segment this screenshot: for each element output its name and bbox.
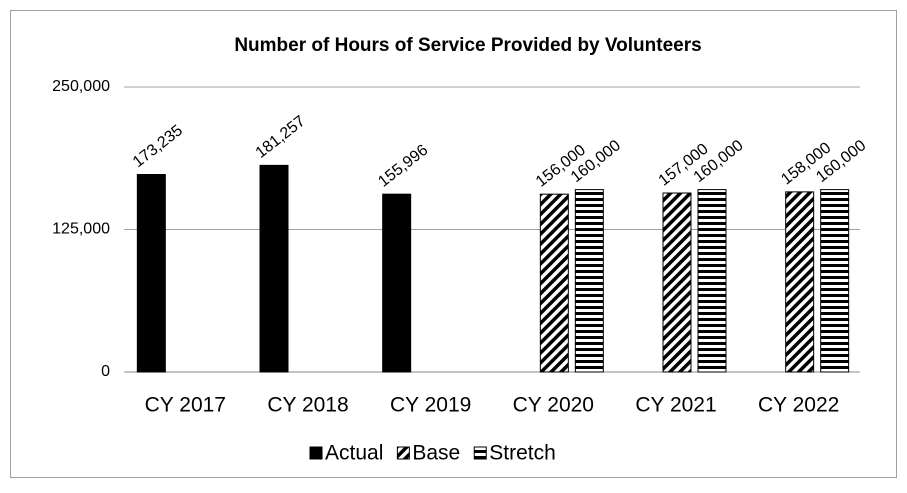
- bar: [259, 164, 289, 373]
- bar: [539, 193, 569, 373]
- x-tick-label: CY 2017: [145, 394, 226, 417]
- bar: [697, 189, 727, 373]
- x-tick-label: CY 2019: [390, 394, 471, 417]
- bar: [785, 191, 815, 373]
- x-tick-label: CY 2020: [513, 394, 594, 417]
- legend-label: Actual: [325, 442, 383, 465]
- y-tick-label: 125,000: [52, 221, 110, 238]
- bar: [574, 189, 604, 373]
- x-tick-label: CY 2022: [758, 394, 839, 417]
- legend-swatch: [309, 446, 323, 460]
- bar: [136, 174, 166, 373]
- legend-label: Stretch: [489, 442, 556, 465]
- legend-swatch: [473, 446, 487, 460]
- y-tick-label: 0: [101, 363, 110, 380]
- x-tick-label: CY 2018: [267, 394, 348, 417]
- bar: [662, 192, 692, 373]
- x-tick-label: CY 2021: [635, 394, 716, 417]
- legend-label: Base: [412, 442, 460, 465]
- chart-title: Number of Hours of Service Provided by V…: [234, 35, 701, 56]
- bar: [820, 189, 850, 373]
- legend-swatch: [396, 446, 410, 460]
- bar: [382, 193, 412, 373]
- y-tick-label: 250,000: [52, 78, 110, 95]
